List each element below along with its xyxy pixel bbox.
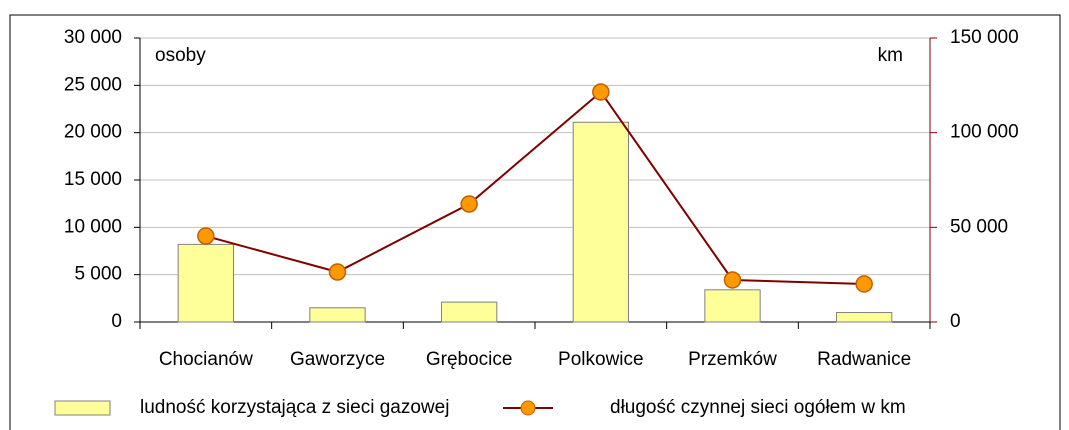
bar: [572, 121, 629, 323]
y2-axis-label: km: [878, 45, 903, 66]
line-marker: [723, 271, 742, 289]
chart-frame: [9, 14, 1061, 430]
legend-label: ludność korzystająca z sieci gazowej: [140, 397, 449, 418]
legend-swatch: [54, 400, 111, 416]
bar: [836, 312, 893, 323]
legend-marker: [520, 400, 536, 416]
legend-label: długość czynnej sieci ogółem w km: [610, 397, 906, 418]
line: [205, 90, 865, 285]
x-tick-label: Polkowice: [558, 349, 644, 370]
y2-tick-label: 100 000: [950, 122, 1019, 143]
y-tick-label: 15 000: [64, 169, 122, 190]
x-tick-label: Chocianów: [159, 349, 253, 370]
line-marker: [197, 227, 215, 245]
y-tick-label: 5 000: [74, 264, 122, 285]
line-marker: [592, 83, 610, 101]
line-marker: [460, 195, 478, 213]
y-tick-label: 0: [111, 311, 122, 332]
bar: [441, 301, 498, 323]
y2-tick-label: 0: [950, 311, 961, 332]
bar: [177, 243, 234, 323]
y2-tick-label: 150 000: [950, 27, 1019, 48]
y-axis-label: osoby: [155, 45, 206, 66]
y-tick-label: 30 000: [64, 27, 122, 48]
x-tick-label: Grębocice: [426, 349, 513, 370]
y2-tick-label: 50 000: [950, 216, 1008, 237]
bar: [704, 289, 761, 323]
y-tick-label: 20 000: [64, 122, 122, 143]
y-tick-label: 25 000: [64, 74, 122, 95]
line-marker: [328, 263, 347, 281]
x-tick-label: Gaworzyce: [290, 349, 385, 370]
x-tick-label: Radwanice: [817, 349, 911, 370]
y-tick-label: 10 000: [64, 216, 122, 237]
x-tick-label: Przemków: [688, 349, 777, 370]
line-marker: [855, 275, 873, 293]
bar: [309, 307, 366, 323]
